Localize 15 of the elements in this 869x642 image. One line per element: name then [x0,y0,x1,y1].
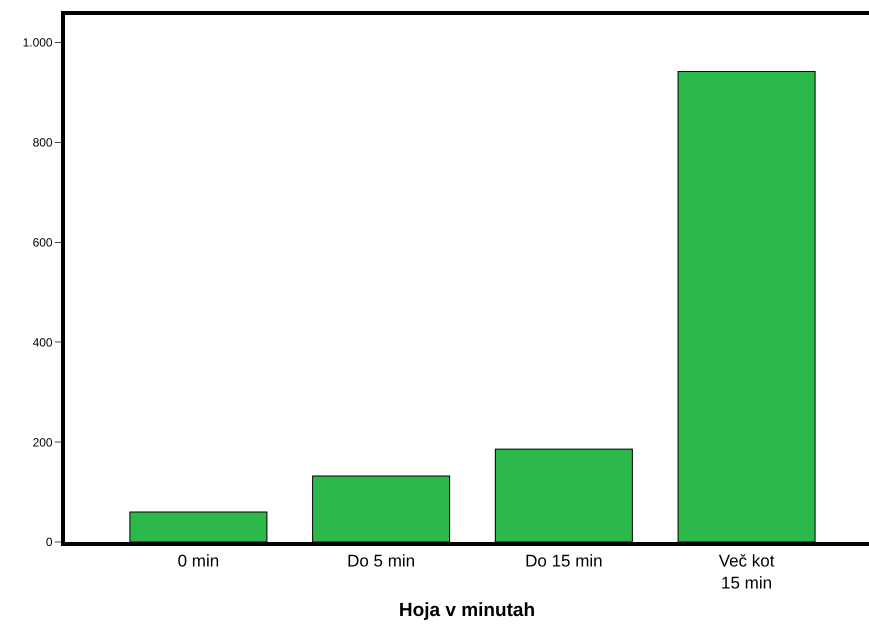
bar [494,448,633,542]
x-tick-label: Do 15 min [525,551,603,570]
x-tick-label: Do 5 min [347,551,416,570]
y-tick-label: 800 [32,136,53,150]
y-tick-label: 1.000 [22,36,53,50]
y-tick-label: 0 [46,535,53,550]
y-tick-label: 400 [32,335,53,350]
y-tick-label: 600 [32,235,53,250]
x-axis-title: Hoja v minutah [398,600,536,621]
x-tick-label: 0 min [178,551,220,570]
bar [312,476,450,542]
x-tick-label: Več kot 15 min [718,551,775,592]
y-tick-label: 200 [32,435,53,450]
bar [678,70,816,542]
bar [129,512,268,542]
